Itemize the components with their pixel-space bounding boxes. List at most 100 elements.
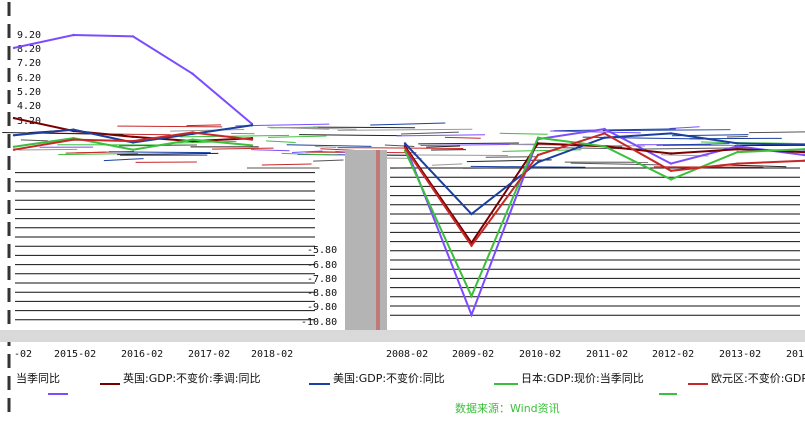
series-point bbox=[669, 132, 673, 135]
series-point bbox=[72, 128, 75, 131]
series-point bbox=[536, 142, 540, 145]
series-line-inner bbox=[404, 136, 805, 299]
y-tick-label: -10.80 bbox=[301, 317, 337, 328]
y-tick-label: 4.20 bbox=[17, 101, 41, 112]
series-point bbox=[131, 139, 135, 143]
y-tick-label: 7.20 bbox=[17, 58, 41, 69]
series-point bbox=[250, 124, 254, 127]
series-point bbox=[802, 150, 805, 154]
band-stroke bbox=[58, 153, 139, 156]
series-point bbox=[669, 162, 673, 165]
band-stroke bbox=[379, 154, 508, 157]
series-point bbox=[131, 35, 135, 38]
band-stroke bbox=[370, 122, 446, 126]
y-tick-label: 8.20 bbox=[17, 44, 41, 55]
x-tick-label: -02 bbox=[14, 349, 32, 360]
series-line-inner bbox=[404, 142, 805, 245]
series-point bbox=[802, 148, 805, 151]
x-axis: -02 2015-02 2016-02 2017-02 2018-02 2008… bbox=[14, 349, 804, 360]
band-stroke bbox=[266, 140, 296, 144]
series-point bbox=[736, 145, 739, 148]
series-point bbox=[536, 153, 540, 157]
series-point bbox=[191, 72, 194, 75]
band-stroke bbox=[117, 125, 223, 128]
series-point bbox=[536, 161, 540, 164]
series-point bbox=[669, 152, 673, 155]
series-point bbox=[603, 132, 606, 135]
legend-label: 日本:GDP:现价:当季同比 bbox=[521, 371, 644, 385]
band-stroke bbox=[75, 151, 107, 154]
band-stroke bbox=[401, 131, 459, 135]
overlap-band bbox=[2, 122, 805, 321]
band-stroke bbox=[292, 150, 323, 153]
x-tick-label: 2012-02 bbox=[652, 349, 694, 360]
series-point bbox=[12, 134, 16, 137]
band-stroke bbox=[466, 159, 552, 163]
series-point bbox=[669, 169, 673, 172]
band-stroke bbox=[337, 147, 464, 149]
band-stroke bbox=[337, 128, 473, 131]
series-point bbox=[12, 145, 16, 148]
band-stroke bbox=[117, 152, 219, 156]
x-tick-label: 2015-02 bbox=[54, 349, 96, 360]
series-point bbox=[131, 135, 135, 138]
series-point bbox=[191, 138, 194, 141]
y-tick-label: 5.20 bbox=[17, 87, 41, 98]
band-stroke bbox=[179, 134, 290, 138]
series-point bbox=[72, 138, 75, 141]
series-point bbox=[403, 146, 407, 149]
band-stroke bbox=[396, 134, 485, 137]
band-stroke bbox=[212, 147, 274, 150]
band-stroke bbox=[103, 158, 144, 162]
series-layer bbox=[12, 33, 805, 318]
series-point bbox=[131, 148, 135, 151]
series-point bbox=[736, 142, 739, 145]
band-stroke bbox=[499, 132, 548, 135]
y-tick-label: -9.80 bbox=[307, 302, 337, 313]
band-stroke bbox=[550, 130, 641, 134]
series-point bbox=[603, 145, 606, 148]
series-point bbox=[802, 153, 805, 157]
series-point bbox=[736, 162, 739, 165]
band-stroke bbox=[726, 135, 748, 138]
band-stroke bbox=[286, 144, 372, 147]
band-stroke bbox=[186, 124, 222, 127]
legend-label: 当季同比 bbox=[16, 371, 60, 385]
series-point bbox=[250, 144, 254, 147]
band-stroke bbox=[261, 163, 312, 166]
legend-label: 欧元区:不变价:GDP bbox=[711, 371, 805, 385]
band-stroke bbox=[281, 152, 338, 156]
series-point bbox=[802, 159, 805, 162]
legend: 当季同比 英国:GDP:不变价:季调:同比 美国:GDP:不变价:同比 日本:G… bbox=[16, 371, 805, 395]
band-stroke bbox=[20, 139, 49, 142]
band-stroke bbox=[18, 148, 78, 151]
y-tick-label: -6.80 bbox=[307, 260, 337, 271]
x-tick-label: 2013-02 bbox=[719, 349, 761, 360]
y-tick-label: -7.80 bbox=[307, 274, 337, 285]
band-stroke bbox=[669, 126, 700, 129]
series-point bbox=[72, 33, 75, 37]
y-tick-label: 9.20 bbox=[17, 30, 41, 41]
series-point bbox=[12, 116, 16, 120]
band-stroke bbox=[313, 126, 416, 129]
band-stroke bbox=[384, 144, 415, 147]
series-point bbox=[736, 150, 739, 154]
band-stroke bbox=[749, 131, 805, 134]
series-point bbox=[250, 138, 254, 141]
band-stroke bbox=[268, 135, 327, 138]
band-stroke bbox=[299, 134, 402, 137]
inner-panel-marker bbox=[376, 150, 380, 338]
y-tick-label: -8.80 bbox=[307, 288, 337, 299]
series-point bbox=[470, 313, 473, 316]
band-stroke bbox=[570, 162, 660, 166]
band-stroke bbox=[108, 151, 211, 154]
inner-panel-bar bbox=[345, 150, 387, 338]
series-line-inner bbox=[404, 127, 805, 318]
series-point bbox=[191, 131, 194, 134]
series-point bbox=[470, 294, 473, 298]
x-tick-label: 2018-02 bbox=[251, 349, 293, 360]
series-point bbox=[536, 136, 540, 139]
band-stroke bbox=[502, 149, 582, 152]
x-tick-label: 2008-02 bbox=[386, 349, 428, 360]
